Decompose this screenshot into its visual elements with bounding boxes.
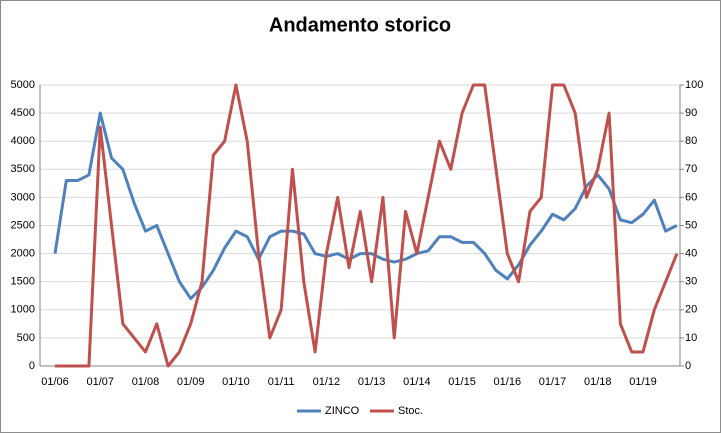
x-tick-label: 01/15 [448, 376, 476, 388]
x-tick-label: 01/19 [629, 376, 657, 388]
x-tick-label: 01/12 [313, 376, 341, 388]
y-tick-label: 2500 [11, 219, 35, 231]
y2-tick-label: 10 [685, 332, 697, 344]
x-tick-label: 01/14 [403, 376, 431, 388]
x-tick-label: 01/09 [177, 376, 205, 388]
x-tick-label: 01/13 [358, 376, 386, 388]
x-tick-label: 01/16 [494, 376, 522, 388]
y-tick-label: 500 [17, 332, 35, 344]
y-tick-label: 2000 [11, 248, 35, 260]
y-tick-label: 0 [29, 360, 35, 372]
y2-tick-label: 40 [685, 248, 697, 260]
y-tick-label: 5000 [11, 79, 35, 91]
y-tick-label: 1000 [11, 304, 35, 316]
y2-tick-label: 60 [685, 191, 697, 203]
y-tick-label: 3000 [11, 191, 35, 203]
x-tick-label: 01/17 [539, 376, 567, 388]
y-tick-label: 1500 [11, 276, 35, 288]
x-tick-label: 01/10 [222, 376, 250, 388]
y-tick-label: 4000 [11, 135, 35, 147]
chart-title: Andamento storico [269, 14, 451, 36]
legend-label: Stoc. [398, 405, 423, 417]
x-tick-label: 01/07 [86, 376, 114, 388]
y2-tick-label: 50 [685, 219, 697, 231]
x-tick-label: 01/06 [41, 376, 69, 388]
y2-tick-label: 80 [685, 135, 697, 147]
y2-tick-label: 0 [685, 360, 691, 372]
series-line [55, 83, 679, 368]
y2-tick-label: 90 [685, 107, 697, 119]
x-tick-label: 01/08 [132, 376, 160, 388]
x-tick-label: 01/11 [268, 376, 295, 388]
x-tick-label: 01/18 [584, 376, 612, 388]
y2-tick-label: 30 [685, 276, 697, 288]
y2-tick-label: 100 [685, 79, 703, 91]
y2-tick-label: 20 [685, 304, 697, 316]
legend-label: ZINCO [325, 405, 360, 417]
y2-tick-label: 70 [685, 163, 697, 175]
y-tick-label: 3500 [11, 163, 35, 175]
y-tick-label: 4500 [11, 107, 35, 119]
